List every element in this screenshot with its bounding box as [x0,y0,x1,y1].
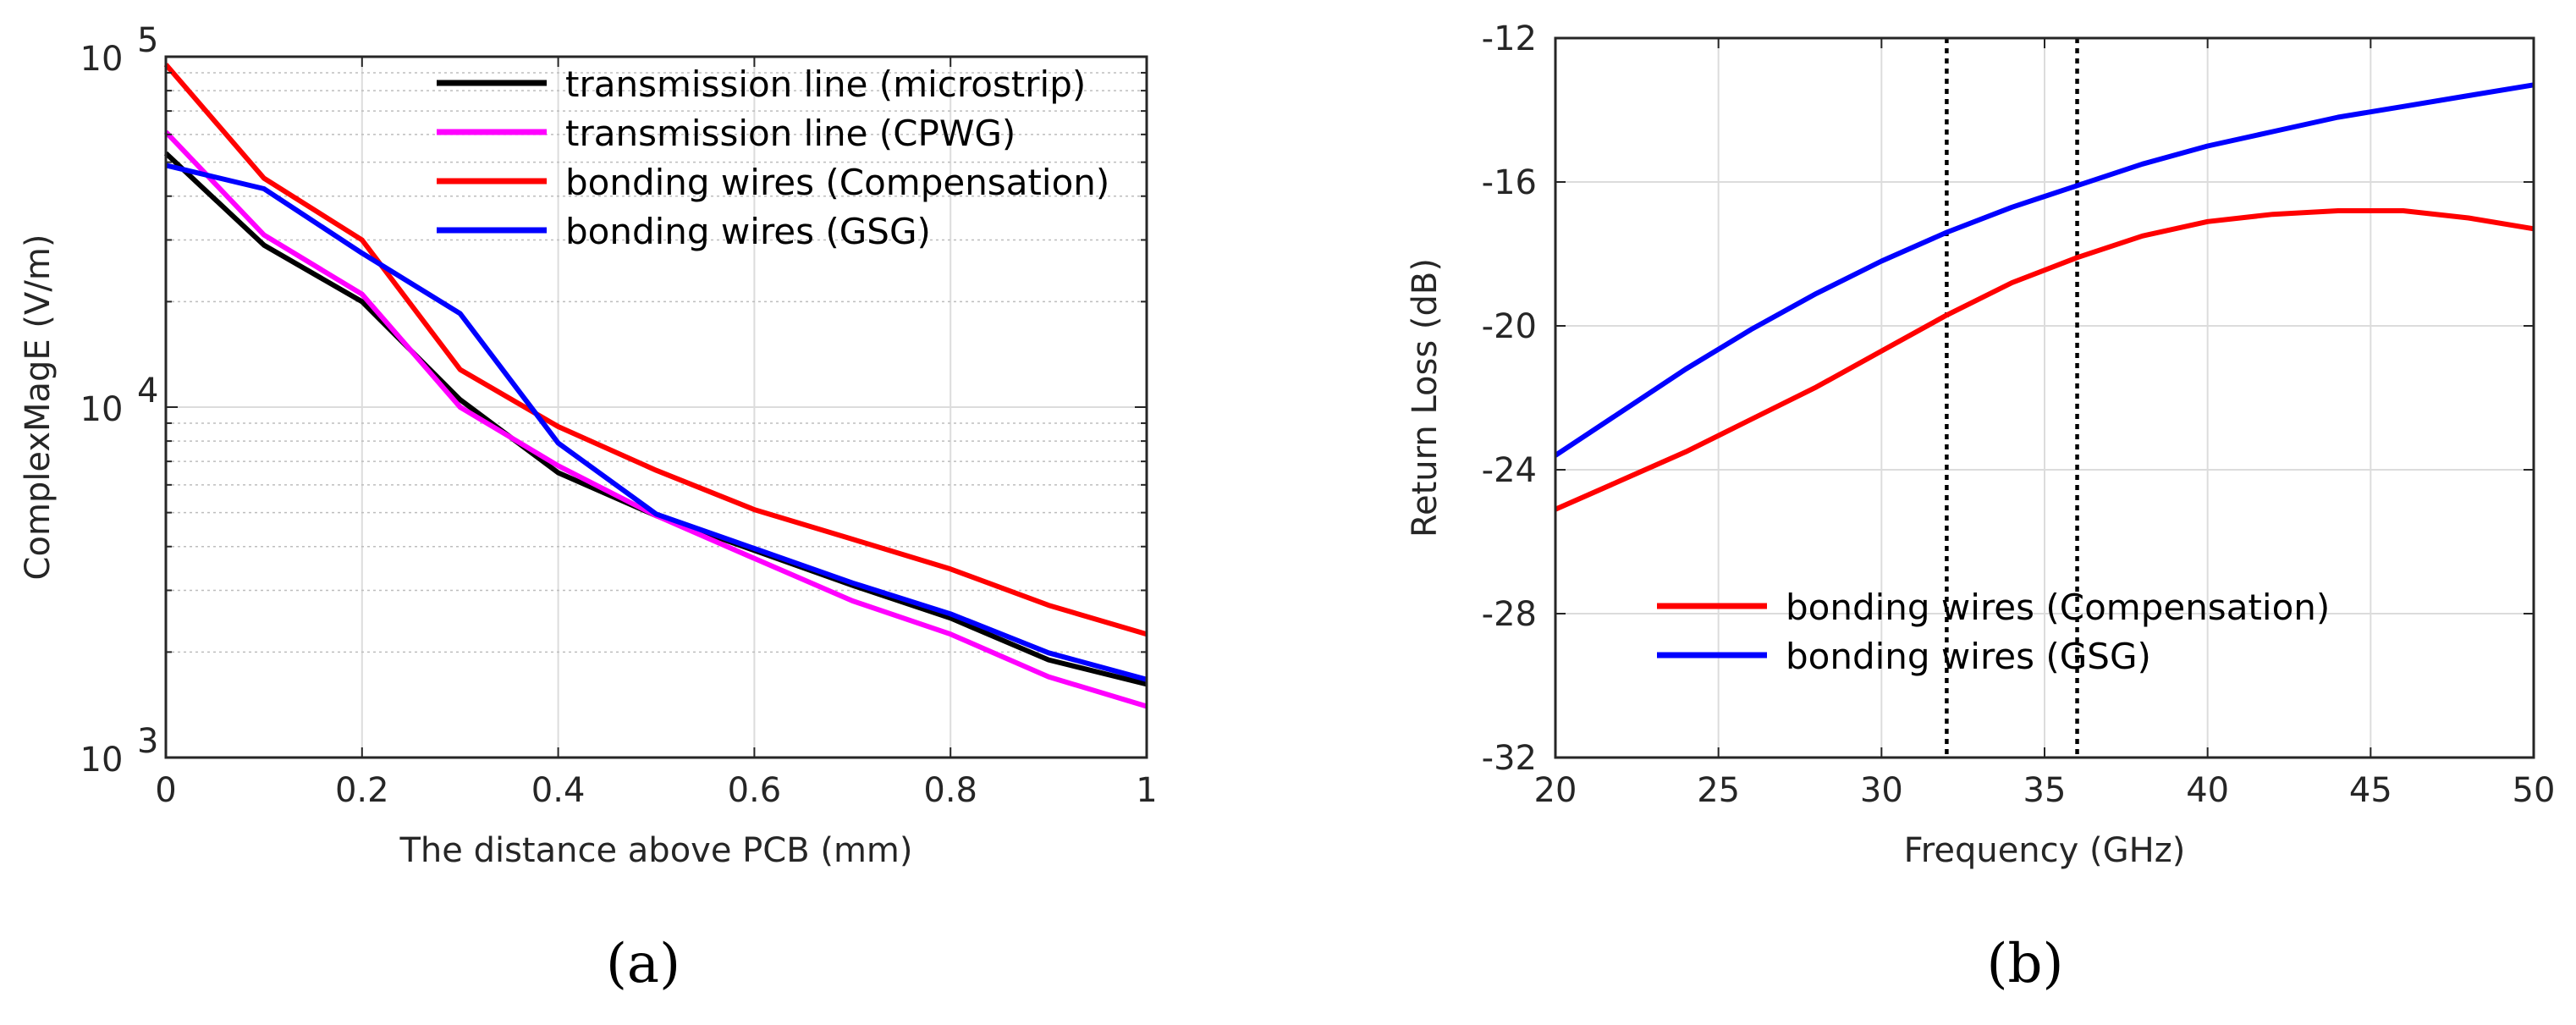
x-tick-label: 40 [2186,771,2229,810]
legend-entry-label: bonding wires (GSG) [565,211,931,252]
y-tick-label: -20 [1482,307,1537,346]
series-line-bonding-wires-gsg [1554,82,2535,458]
y-tick-exponent: 4 [137,372,158,411]
legend-entry-label: transmission line (microstrip) [565,63,1086,105]
x-tick-label: 30 [1860,771,1903,810]
panel-a-ticks: 0 0.2 0.4 0.6 0.8 1 10 3 10 4 10 5 [80,21,1158,810]
panel-b-series [1554,82,2535,512]
x-tick-label: 45 [2349,771,2392,810]
y-tick-label: -32 [1482,739,1537,778]
panel-b-chart: 20 25 30 35 40 45 50 -32 -28 -24 -20 -16 -12 Frequen… [1406,19,2555,995]
x-tick-label: 35 [2023,771,2067,810]
legend-entry-label: bonding wires (GSG) [1786,636,2151,677]
series-line-bonding-wires-compensation [163,63,1148,637]
y-tick-label: -24 [1482,451,1537,490]
legend-entry-label: bonding wires (Compensation) [565,162,1109,203]
x-tick-label: 50 [2513,771,2556,810]
y-tick-label: -16 [1482,163,1537,202]
x-tick-label: 20 [1534,771,1577,810]
series-line-bonding-wires-compensation [1554,208,2535,512]
x-tick-label: 0.2 [335,771,389,810]
y-tick-label: 10 [80,741,124,780]
y-tick-label: 10 [80,390,124,429]
legend-entry-label: bonding wires (Compensation) [1786,587,2330,628]
y-tick-label: 10 [80,40,124,79]
x-tick-label: 0.8 [923,771,977,810]
panel-a-label: (a) [606,933,680,995]
x-tick-label: 0.6 [728,771,782,810]
panel-b-legend: bonding wires (Compensation) bonding wire… [1657,587,2330,677]
panel-a-series [163,63,1148,709]
panel-a-chart: 0 0.2 0.4 0.6 0.8 1 10 3 10 4 10 5 The distance abo… [19,21,1158,995]
y-tick-exponent: 3 [137,722,158,761]
y-tick-label: -12 [1482,19,1537,58]
series-line-bonding-wires-gsg [165,163,1148,682]
panel-b-reference-lines [1945,38,2079,758]
panel-a-y-axis-label: ComplexMagE (V/m) [19,234,58,581]
x-tick-label: 0.4 [531,771,586,810]
panel-b-label: (b) [1987,933,2064,995]
y-tick-label: -28 [1482,595,1537,634]
panel-b-ticks: 20 25 30 35 40 45 50 -32 -28 -24 -20 -16 -12 [1482,19,2556,810]
x-tick-label: 0 [155,771,176,810]
y-tick-exponent: 5 [137,21,158,60]
x-tick-label: 1 [1136,771,1157,810]
panel-a-legend: transmission line (microstrip) transmissi… [437,63,1109,252]
panel-b-y-axis-label: Return Loss (dB) [1406,258,1445,537]
panel-a-x-axis-label: The distance above PCB (mm) [399,831,912,870]
legend-entry-label: transmission line (CPWG) [565,113,1016,154]
panel-b-x-axis-label: Frequency (GHz) [1904,831,2186,870]
x-tick-label: 25 [1697,771,1740,810]
